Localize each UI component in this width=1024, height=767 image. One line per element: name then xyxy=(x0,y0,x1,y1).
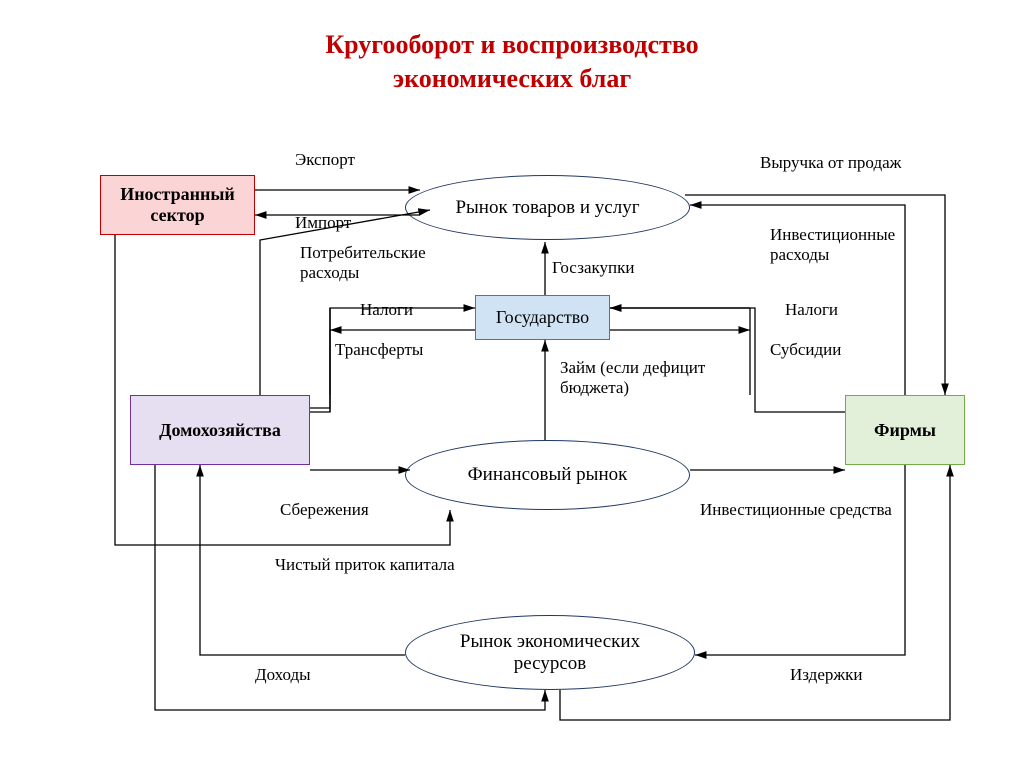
label-transfers: Трансферты xyxy=(335,340,423,360)
node-firms-label: Фирмы xyxy=(874,420,936,441)
label-costs: Издержки xyxy=(790,665,862,685)
diagram-title: Кругооборот и воспроизводство экономичес… xyxy=(0,28,1024,96)
node-financial-market: Финансовый рынок xyxy=(405,440,690,510)
label-revenue: Выручка от продаж xyxy=(760,153,901,173)
label-income: Доходы xyxy=(255,665,311,685)
node-res-market-label: Рынок экономических ресурсов xyxy=(460,631,640,675)
label-export: Экспорт xyxy=(295,150,355,170)
node-foreign-label: Иностранный сектор xyxy=(120,184,235,226)
node-households: Домохозяйства xyxy=(130,395,310,465)
node-resource-market: Рынок экономических ресурсов xyxy=(405,615,695,690)
node-households-label: Домохозяйства xyxy=(159,420,281,441)
label-taxes1: Налоги xyxy=(360,300,413,320)
label-inv-spend: Инвестиционные расходы xyxy=(770,225,895,264)
label-cons-spend: Потребительские расходы xyxy=(300,243,426,282)
label-loan: Займ (если дефицит бюджета) xyxy=(560,358,705,397)
node-firms: Фирмы xyxy=(845,395,965,465)
title-line1: Кругооборот и воспроизводство xyxy=(325,30,698,59)
label-taxes2: Налоги xyxy=(785,300,838,320)
label-savings: Сбережения xyxy=(280,500,369,520)
title-line2: экономических благ xyxy=(393,64,631,93)
node-goods-market-label: Рынок товаров и услуг xyxy=(455,197,639,219)
label-subsidies: Субсидии xyxy=(770,340,841,360)
node-state-label: Государство xyxy=(496,307,589,328)
label-inv-funds: Инвестиционные средства xyxy=(700,500,892,520)
node-goods-market: Рынок товаров и услуг xyxy=(405,175,690,240)
node-state: Государство xyxy=(475,295,610,340)
node-fin-market-label: Финансовый рынок xyxy=(468,464,628,486)
label-import: Импорт xyxy=(295,213,351,233)
label-gov-purch: Госзакупки xyxy=(552,258,634,278)
node-foreign-sector: Иностранный сектор xyxy=(100,175,255,235)
label-net-capital: Чистый приток капитала xyxy=(275,555,455,575)
